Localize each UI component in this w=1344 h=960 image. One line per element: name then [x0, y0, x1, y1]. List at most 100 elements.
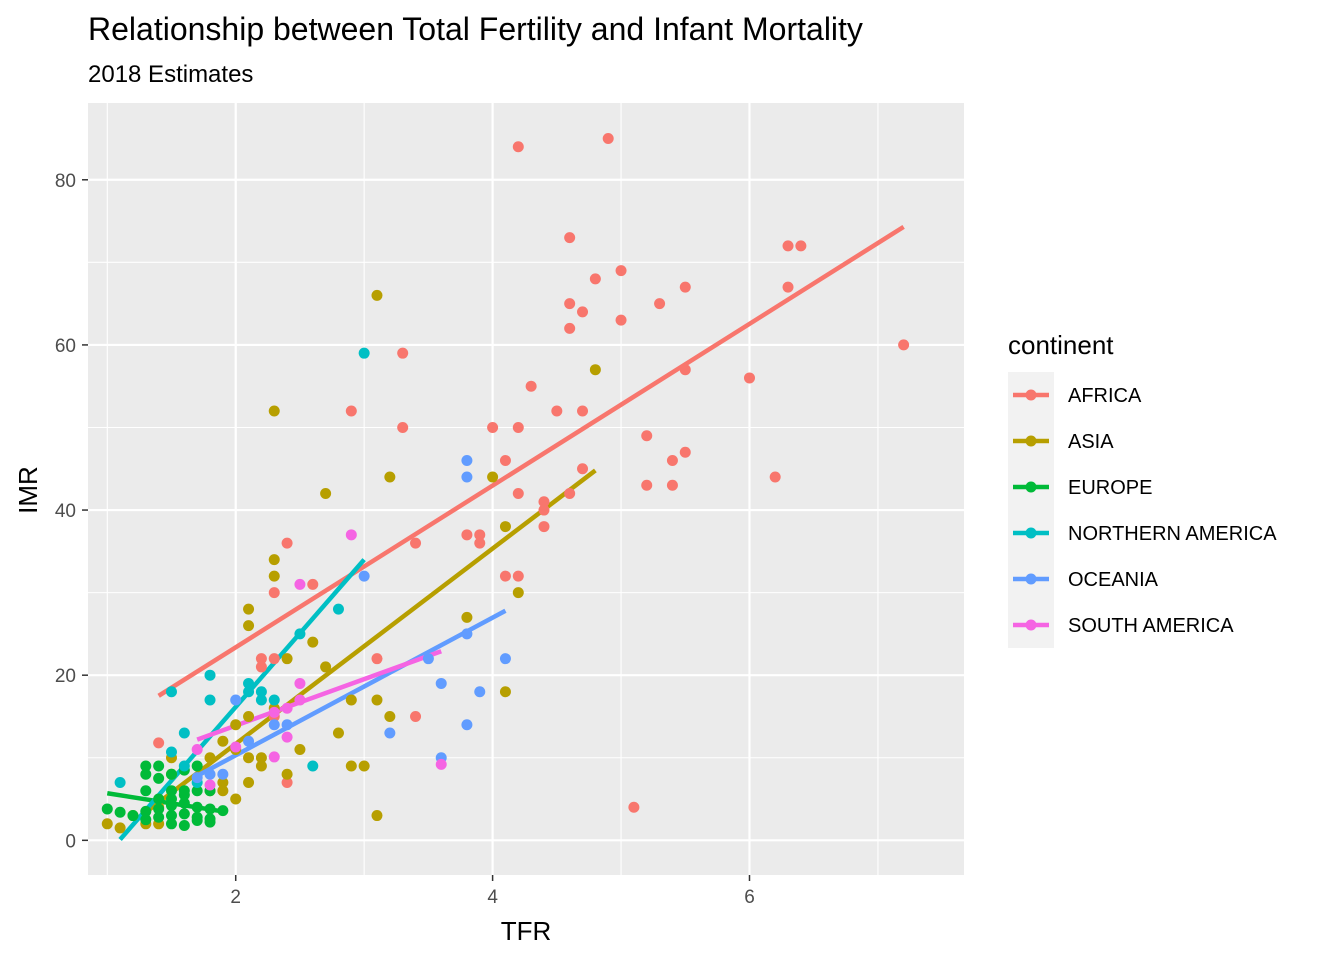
legend-key-point	[1025, 435, 1037, 447]
point-europe	[165, 818, 177, 830]
trend-line-oceania	[196, 608, 507, 778]
point-africa	[461, 529, 473, 541]
point-europe	[153, 803, 165, 815]
point-europe	[191, 815, 203, 827]
point-asia	[345, 694, 357, 706]
point-oceania	[243, 735, 255, 747]
point-africa	[782, 281, 794, 293]
point-africa	[307, 578, 319, 590]
point-south-america	[294, 677, 306, 689]
point-africa	[589, 273, 601, 285]
point-asia	[345, 760, 357, 772]
point-asia	[512, 587, 524, 599]
point-northern-america	[268, 694, 280, 706]
point-asia	[217, 777, 229, 789]
trend-line-europe	[106, 791, 224, 814]
point-asia	[255, 752, 267, 764]
point-africa	[679, 364, 691, 376]
point-africa	[474, 537, 486, 549]
chart-subtitle: 2018 Estimates	[88, 61, 253, 88]
point-asia	[358, 760, 370, 772]
legend-title: continent	[1008, 330, 1114, 360]
point-europe	[191, 801, 203, 813]
point-africa	[666, 455, 678, 467]
point-asia	[332, 727, 344, 739]
point-northern-america	[294, 628, 306, 640]
point-africa	[679, 446, 691, 458]
point-africa	[602, 133, 614, 145]
point-africa	[782, 240, 794, 252]
point-africa	[641, 430, 653, 442]
point-asia	[307, 636, 319, 648]
point-oceania	[358, 570, 370, 582]
legend-label-asia: ASIA	[1068, 431, 1114, 453]
point-africa	[512, 141, 524, 153]
point-asia	[243, 620, 255, 632]
point-europe	[178, 808, 190, 820]
legend-label-northern-america: NORTHERN AMERICA	[1068, 523, 1277, 545]
point-northern-america	[204, 694, 216, 706]
trend-line-africa	[157, 224, 905, 698]
point-africa	[487, 421, 499, 433]
point-africa	[255, 653, 267, 665]
point-asia	[255, 760, 267, 772]
point-africa	[641, 479, 653, 491]
point-europe	[165, 768, 177, 780]
point-asia	[268, 554, 280, 566]
point-africa	[512, 488, 524, 500]
point-africa	[538, 521, 550, 533]
point-asia	[114, 822, 126, 834]
point-africa	[577, 463, 589, 475]
legend-key-point	[1025, 619, 1037, 631]
point-south-america	[230, 741, 242, 753]
point-northern-america	[255, 686, 267, 698]
y-tick-label: 60	[55, 336, 76, 357]
point-south-america	[281, 702, 293, 714]
y-axis-title: IMR	[13, 466, 43, 514]
point-africa	[474, 529, 486, 541]
legend-label-africa: AFRICA	[1068, 385, 1142, 407]
point-asia	[230, 719, 242, 731]
point-europe	[153, 760, 165, 772]
point-asia	[243, 710, 255, 722]
point-africa	[268, 653, 280, 665]
point-europe	[140, 805, 152, 817]
point-asia	[589, 364, 601, 376]
x-tick-label: 4	[487, 887, 498, 908]
point-northern-america	[358, 347, 370, 359]
grid-lines	[88, 103, 964, 875]
point-asia	[217, 785, 229, 797]
point-africa	[371, 653, 383, 665]
point-europe	[127, 810, 139, 822]
point-oceania	[474, 686, 486, 698]
point-europe	[153, 772, 165, 784]
point-asia	[243, 603, 255, 615]
point-europe	[140, 785, 152, 797]
point-africa	[769, 471, 781, 483]
point-europe	[217, 805, 229, 817]
point-africa	[795, 240, 807, 252]
legend-label-south-america: SOUTH AMERICA	[1068, 615, 1234, 637]
point-oceania	[230, 694, 242, 706]
point-africa	[577, 405, 589, 417]
point-africa	[397, 347, 409, 359]
point-africa	[281, 777, 293, 789]
point-northern-america	[165, 746, 177, 758]
point-asia	[371, 289, 383, 301]
point-europe	[114, 806, 126, 818]
point-africa	[525, 380, 537, 392]
point-asia	[230, 793, 242, 805]
point-africa	[538, 496, 550, 508]
legend-key-point	[1025, 389, 1037, 401]
plot-panel	[88, 103, 964, 875]
point-oceania	[268, 719, 280, 731]
point-africa	[679, 281, 691, 293]
point-africa	[499, 570, 511, 582]
point-south-america	[204, 779, 216, 791]
x-tick-label: 2	[230, 887, 241, 908]
point-south-america	[435, 758, 447, 770]
point-asia	[268, 570, 280, 582]
point-northern-america	[114, 777, 126, 789]
point-europe	[165, 785, 177, 797]
point-asia	[204, 752, 216, 764]
